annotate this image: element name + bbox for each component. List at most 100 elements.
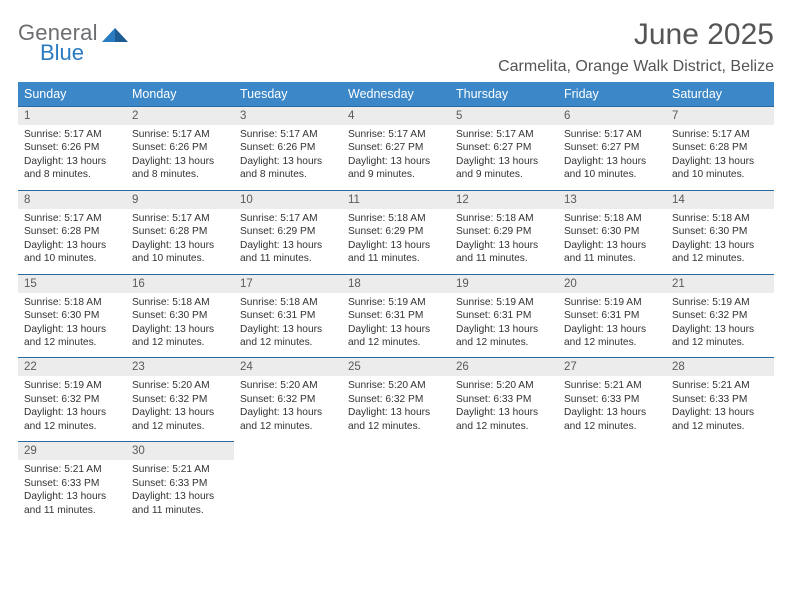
calendar-cell: 20Sunrise: 5:19 AMSunset: 6:31 PMDayligh… [558,274,666,358]
calendar-cell: 8Sunrise: 5:17 AMSunset: 6:28 PMDaylight… [18,190,126,274]
day-number: 20 [558,275,666,293]
calendar-cell: 7Sunrise: 5:17 AMSunset: 6:28 PMDaylight… [666,106,774,190]
calendar-row: 15Sunrise: 5:18 AMSunset: 6:30 PMDayligh… [18,274,774,358]
day-cell: 30Sunrise: 5:21 AMSunset: 6:33 PMDayligh… [126,441,234,525]
day-info: Sunrise: 5:19 AMSunset: 6:31 PMDaylight:… [558,293,666,358]
day-info: Sunrise: 5:20 AMSunset: 6:32 PMDaylight:… [234,376,342,441]
day-cell: 7Sunrise: 5:17 AMSunset: 6:28 PMDaylight… [666,106,774,190]
day-number: 26 [450,358,558,376]
day-info: Sunrise: 5:19 AMSunset: 6:31 PMDaylight:… [450,293,558,358]
calendar-empty-cell [234,441,342,525]
day-info: Sunrise: 5:18 AMSunset: 6:30 PMDaylight:… [18,293,126,358]
day-info: Sunrise: 5:18 AMSunset: 6:29 PMDaylight:… [450,209,558,274]
calendar-empty-cell [342,441,450,525]
day-cell: 27Sunrise: 5:21 AMSunset: 6:33 PMDayligh… [558,357,666,441]
day-info: Sunrise: 5:17 AMSunset: 6:29 PMDaylight:… [234,209,342,274]
day-number: 8 [18,191,126,209]
month-title: June 2025 [498,18,774,52]
calendar-cell: 15Sunrise: 5:18 AMSunset: 6:30 PMDayligh… [18,274,126,358]
day-cell: 5Sunrise: 5:17 AMSunset: 6:27 PMDaylight… [450,106,558,190]
day-cell: 16Sunrise: 5:18 AMSunset: 6:30 PMDayligh… [126,274,234,358]
day-number: 16 [126,275,234,293]
day-cell: 8Sunrise: 5:17 AMSunset: 6:28 PMDaylight… [18,190,126,274]
header: General Blue June 2025 Carmelita, Orange… [18,18,774,76]
calendar-row: 8Sunrise: 5:17 AMSunset: 6:28 PMDaylight… [18,190,774,274]
calendar-cell: 9Sunrise: 5:17 AMSunset: 6:28 PMDaylight… [126,190,234,274]
logo: General Blue [18,18,128,64]
calendar-empty-cell [558,441,666,525]
day-cell: 3Sunrise: 5:17 AMSunset: 6:26 PMDaylight… [234,106,342,190]
calendar-empty-cell [666,441,774,525]
day-info: Sunrise: 5:18 AMSunset: 6:30 PMDaylight:… [126,293,234,358]
day-info: Sunrise: 5:18 AMSunset: 6:30 PMDaylight:… [666,209,774,274]
weekday-header: Saturday [666,82,774,106]
day-number: 3 [234,107,342,125]
day-number: 9 [126,191,234,209]
title-block: June 2025 Carmelita, Orange Walk Distric… [498,18,774,76]
day-number: 25 [342,358,450,376]
day-cell: 4Sunrise: 5:17 AMSunset: 6:27 PMDaylight… [342,106,450,190]
day-number: 4 [342,107,450,125]
day-number: 15 [18,275,126,293]
day-number: 14 [666,191,774,209]
calendar-cell: 2Sunrise: 5:17 AMSunset: 6:26 PMDaylight… [126,106,234,190]
day-info: Sunrise: 5:20 AMSunset: 6:32 PMDaylight:… [342,376,450,441]
calendar-cell: 26Sunrise: 5:20 AMSunset: 6:33 PMDayligh… [450,357,558,441]
weekday-header: Monday [126,82,234,106]
calendar-cell: 25Sunrise: 5:20 AMSunset: 6:32 PMDayligh… [342,357,450,441]
day-cell: 12Sunrise: 5:18 AMSunset: 6:29 PMDayligh… [450,190,558,274]
day-info: Sunrise: 5:17 AMSunset: 6:28 PMDaylight:… [126,209,234,274]
weekday-header: Friday [558,82,666,106]
calendar-empty-cell [450,441,558,525]
location: Carmelita, Orange Walk District, Belize [498,58,774,76]
day-cell: 2Sunrise: 5:17 AMSunset: 6:26 PMDaylight… [126,106,234,190]
day-info: Sunrise: 5:17 AMSunset: 6:27 PMDaylight:… [558,125,666,190]
day-number: 23 [126,358,234,376]
calendar-cell: 22Sunrise: 5:19 AMSunset: 6:32 PMDayligh… [18,357,126,441]
day-number: 21 [666,275,774,293]
weekday-header: Tuesday [234,82,342,106]
day-number: 11 [342,191,450,209]
calendar-cell: 29Sunrise: 5:21 AMSunset: 6:33 PMDayligh… [18,441,126,525]
calendar-cell: 11Sunrise: 5:18 AMSunset: 6:29 PMDayligh… [342,190,450,274]
day-cell: 10Sunrise: 5:17 AMSunset: 6:29 PMDayligh… [234,190,342,274]
calendar-row: 1Sunrise: 5:17 AMSunset: 6:26 PMDaylight… [18,106,774,190]
calendar-cell: 12Sunrise: 5:18 AMSunset: 6:29 PMDayligh… [450,190,558,274]
day-cell: 20Sunrise: 5:19 AMSunset: 6:31 PMDayligh… [558,274,666,358]
day-info: Sunrise: 5:20 AMSunset: 6:33 PMDaylight:… [450,376,558,441]
calendar-row: 22Sunrise: 5:19 AMSunset: 6:32 PMDayligh… [18,357,774,441]
day-info: Sunrise: 5:20 AMSunset: 6:32 PMDaylight:… [126,376,234,441]
day-info: Sunrise: 5:19 AMSunset: 6:32 PMDaylight:… [666,293,774,358]
day-info: Sunrise: 5:18 AMSunset: 6:31 PMDaylight:… [234,293,342,358]
day-cell: 23Sunrise: 5:20 AMSunset: 6:32 PMDayligh… [126,357,234,441]
day-info: Sunrise: 5:19 AMSunset: 6:31 PMDaylight:… [342,293,450,358]
day-number: 19 [450,275,558,293]
day-number: 7 [666,107,774,125]
day-number: 24 [234,358,342,376]
day-cell: 18Sunrise: 5:19 AMSunset: 6:31 PMDayligh… [342,274,450,358]
day-number: 1 [18,107,126,125]
calendar-head: Sunday Monday Tuesday Wednesday Thursday… [18,82,774,106]
calendar-cell: 18Sunrise: 5:19 AMSunset: 6:31 PMDayligh… [342,274,450,358]
calendar-cell: 30Sunrise: 5:21 AMSunset: 6:33 PMDayligh… [126,441,234,525]
day-cell: 19Sunrise: 5:19 AMSunset: 6:31 PMDayligh… [450,274,558,358]
day-cell: 9Sunrise: 5:17 AMSunset: 6:28 PMDaylight… [126,190,234,274]
calendar-cell: 14Sunrise: 5:18 AMSunset: 6:30 PMDayligh… [666,190,774,274]
weekday-header: Sunday [18,82,126,106]
logo-triangle-icon [102,24,128,46]
calendar-row: 29Sunrise: 5:21 AMSunset: 6:33 PMDayligh… [18,441,774,525]
day-info: Sunrise: 5:17 AMSunset: 6:26 PMDaylight:… [18,125,126,190]
calendar-cell: 5Sunrise: 5:17 AMSunset: 6:27 PMDaylight… [450,106,558,190]
calendar-cell: 24Sunrise: 5:20 AMSunset: 6:32 PMDayligh… [234,357,342,441]
day-number: 12 [450,191,558,209]
weekday-header: Wednesday [342,82,450,106]
day-cell: 21Sunrise: 5:19 AMSunset: 6:32 PMDayligh… [666,274,774,358]
calendar-cell: 21Sunrise: 5:19 AMSunset: 6:32 PMDayligh… [666,274,774,358]
day-info: Sunrise: 5:18 AMSunset: 6:30 PMDaylight:… [558,209,666,274]
day-info: Sunrise: 5:21 AMSunset: 6:33 PMDaylight:… [666,376,774,441]
day-cell: 28Sunrise: 5:21 AMSunset: 6:33 PMDayligh… [666,357,774,441]
day-number: 27 [558,358,666,376]
calendar-cell: 28Sunrise: 5:21 AMSunset: 6:33 PMDayligh… [666,357,774,441]
day-cell: 15Sunrise: 5:18 AMSunset: 6:30 PMDayligh… [18,274,126,358]
day-info: Sunrise: 5:17 AMSunset: 6:28 PMDaylight:… [666,125,774,190]
